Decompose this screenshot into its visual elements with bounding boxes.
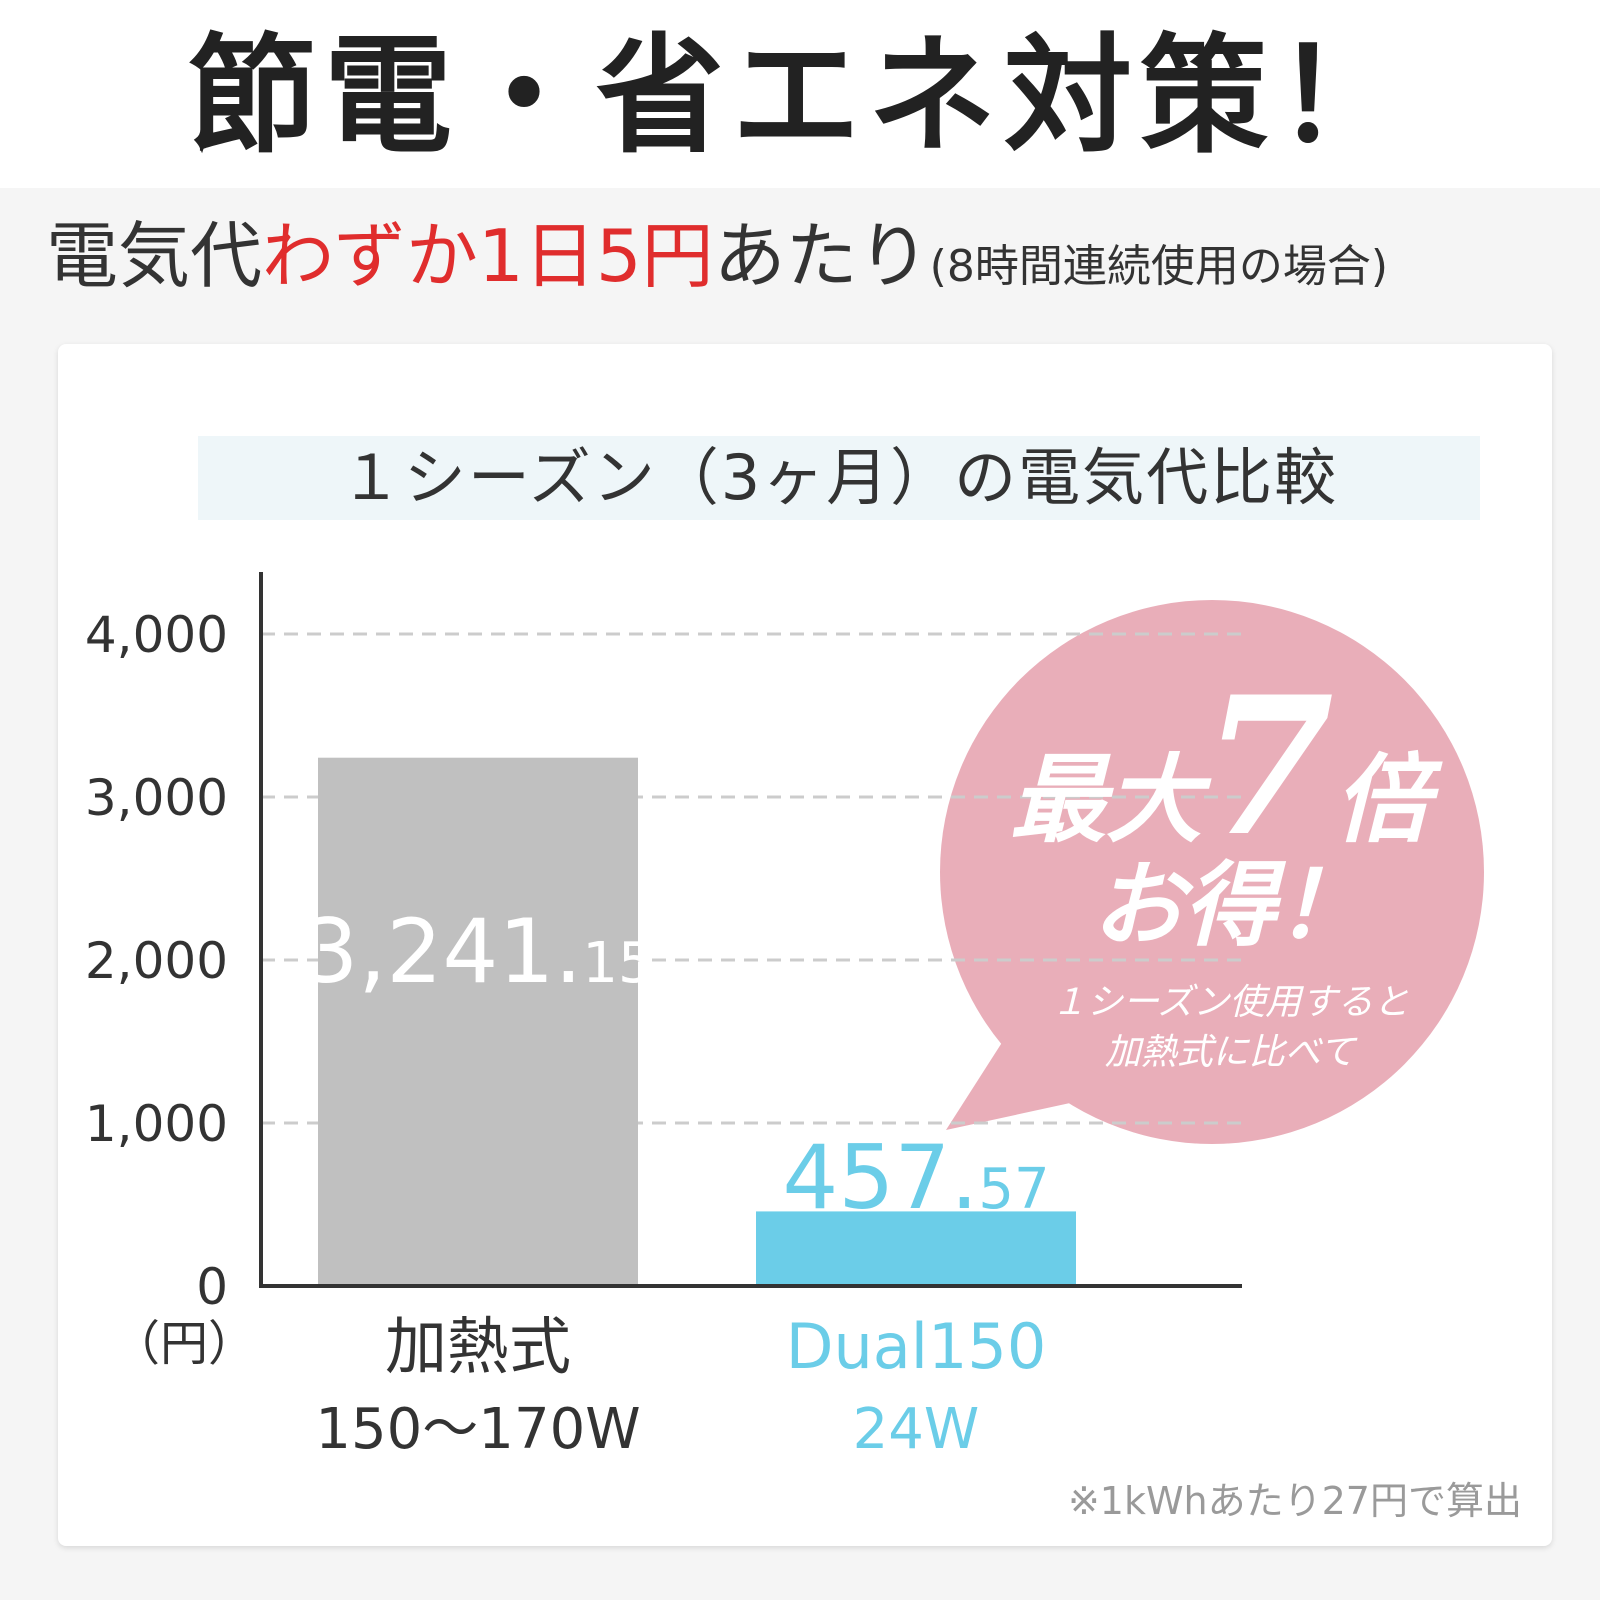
x-category-label: 加熱式 (385, 1310, 571, 1383)
subheadline: 電気代わずか1日5円あたり(8時間連続使用の場合) (46, 206, 1586, 317)
data-label-main: 3,241. (302, 900, 582, 1003)
y-unit-label: （円） (112, 1316, 256, 1372)
data-label-decimal: 15 (582, 931, 653, 996)
subhead-note: (8時間連続使用の場合) (929, 241, 1388, 292)
callout-line4: 加熱式に比べて (1104, 1032, 1356, 1073)
label-layer: 0 1,000 2,000 3,000 4,000 （円） 3,241.15 457.57 加熱… (85, 606, 1050, 1462)
axis-layer (259, 572, 1242, 1288)
callout-bubble-tail (946, 1030, 1130, 1130)
y-tick-label: 4,000 (85, 606, 228, 664)
callout-bubble (940, 600, 1484, 1144)
page-title: 節電・省エネ対策！ (187, 22, 1412, 171)
callout-line1-a: 最大 (1010, 743, 1202, 856)
data-label: 457.57 (782, 1126, 1049, 1229)
callout-line2: お得！ (1091, 851, 1368, 959)
bar-layer (318, 757, 1076, 1286)
x-category-label: Dual150 (786, 1310, 1047, 1383)
header-band (0, 0, 1600, 188)
subhead-part2: あたり (713, 214, 930, 298)
callout-line1-b: 倍 (1334, 743, 1431, 856)
y-tick-label: 0 (196, 1258, 228, 1316)
data-label-decimal: 57 (978, 1157, 1049, 1222)
bar-heating (318, 757, 638, 1286)
y-tick-label: 1,000 (85, 1095, 228, 1153)
callout-line3: １シーズン使用すると (1050, 982, 1410, 1023)
subhead-highlight: わずか1日5円 (262, 214, 714, 298)
y-tick-label: 3,000 (85, 769, 228, 827)
chart-title: １シーズン（3ヶ月）の電気代比較 (198, 436, 1480, 520)
x-category-sublabel: 24W (853, 1397, 980, 1462)
footnote: ※1kWhあたり27円で算出 (1067, 1479, 1522, 1523)
data-label: 3,241.15 (302, 900, 653, 1003)
y-tick-label: 2,000 (85, 932, 228, 990)
bar-dual150 (756, 1211, 1076, 1286)
data-label-main: 457. (782, 1126, 978, 1229)
x-category-sublabel: 150〜170W (315, 1397, 640, 1462)
subhead-part1: 電気代 (46, 214, 263, 298)
callout-line1: 最大7倍 (1010, 672, 1431, 875)
callout-multiplier: 7 (1202, 655, 1335, 878)
